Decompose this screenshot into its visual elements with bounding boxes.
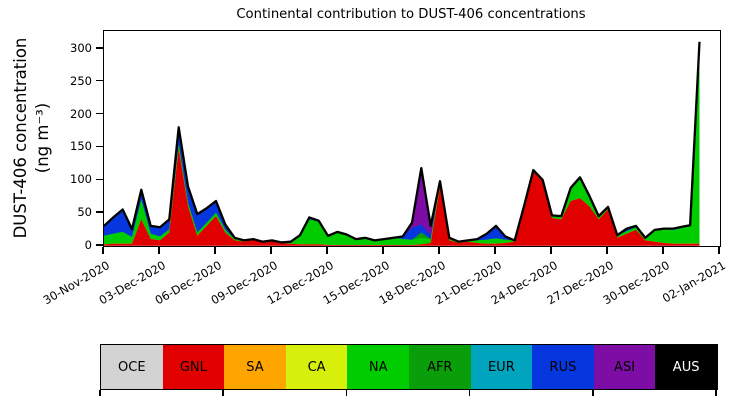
x-tick-label: 24-Dec-2020 [488, 258, 560, 308]
chart-title: Continental contribution to DUST-406 con… [236, 7, 586, 22]
legend-tick [592, 389, 594, 396]
stacked-area-chart [104, 41, 701, 246]
legend-item-rus: RUS [532, 345, 594, 389]
legend-tick [468, 389, 471, 396]
y-tick-label: 250 [70, 73, 92, 88]
legend-item-sa: SA [224, 345, 286, 389]
x-tick-label: 12-Dec-2020 [264, 258, 336, 308]
x-tick [382, 247, 384, 254]
x-tick-label: 15-Dec-2020 [320, 258, 392, 308]
legend-item-ca: CA [285, 345, 348, 389]
plot-area [103, 30, 721, 247]
legend-item-oce: OCE [101, 345, 163, 389]
x-tick [606, 247, 608, 254]
x-tick-label: 21-Dec-2020 [432, 258, 504, 308]
y-tick-label: 100 [70, 172, 92, 187]
y-tick-label: 50 [77, 205, 92, 220]
y-tick-label: 300 [70, 40, 92, 55]
x-tick-label: 09-Dec-2020 [208, 258, 280, 308]
y-tick [96, 145, 103, 148]
legend-item-label: EUR [487, 359, 515, 375]
legend-item-label: GNL [179, 359, 207, 375]
x-tick [662, 247, 664, 254]
legend-item-label: AFR [427, 359, 453, 375]
x-tick-label: 06-Dec-2020 [152, 258, 224, 308]
x-tick [214, 247, 216, 254]
x-tick-label: 27-Dec-2020 [544, 258, 616, 308]
legend-item-label: ASI [614, 359, 636, 375]
y-tick [96, 112, 103, 115]
y-tick [96, 211, 103, 213]
total-line [104, 41, 701, 244]
x-tick [158, 247, 160, 254]
y-tick [96, 47, 103, 49]
legend-tick [99, 389, 101, 396]
x-tick-label: 02-Jan-2021 [659, 258, 728, 306]
legend-item-label: AUS [672, 359, 700, 375]
y-tick [96, 79, 103, 82]
y-tick-label: 200 [70, 106, 92, 121]
y-axis-label-line1: DUST-406 concentration [11, 37, 30, 239]
legend-item-na: NA [347, 345, 409, 389]
legend-item-aus: AUS [655, 345, 717, 389]
legend-item-label: OCE [118, 359, 146, 375]
x-tick [718, 247, 720, 254]
x-tick-label: 03-Dec-2020 [96, 258, 168, 308]
legend-item-label: NA [368, 359, 388, 375]
legend-item-label: CA [307, 359, 326, 375]
legend-item-asi: ASI [593, 345, 656, 389]
x-tick [270, 247, 272, 254]
x-tick-label: 30-Dec-2020 [600, 258, 672, 308]
legend-tick [715, 389, 717, 396]
x-tick [102, 247, 104, 254]
y-tick [96, 244, 103, 246]
x-tick [326, 247, 328, 254]
x-tick-label: 18-Dec-2020 [376, 258, 448, 308]
y-tick-label: 0 [84, 238, 92, 252]
legend-item-label: RUS [549, 359, 577, 375]
x-tick [494, 247, 496, 254]
legend-tick [222, 389, 224, 396]
legend-tick [345, 389, 348, 396]
legend-item-label: SA [246, 359, 264, 375]
y-tick [96, 178, 103, 180]
legend-item-afr: AFR [408, 345, 471, 389]
legend-item-gnl: GNL [162, 345, 225, 389]
legend-item-eur: EUR [470, 345, 533, 389]
legend: OCE GNL SA CA NA AFR EUR RUS ASI AUS [100, 344, 718, 390]
y-tick-label: 150 [70, 139, 92, 154]
x-tick [550, 247, 552, 254]
x-tick [438, 247, 440, 254]
area-layer-gnl [104, 148, 700, 246]
